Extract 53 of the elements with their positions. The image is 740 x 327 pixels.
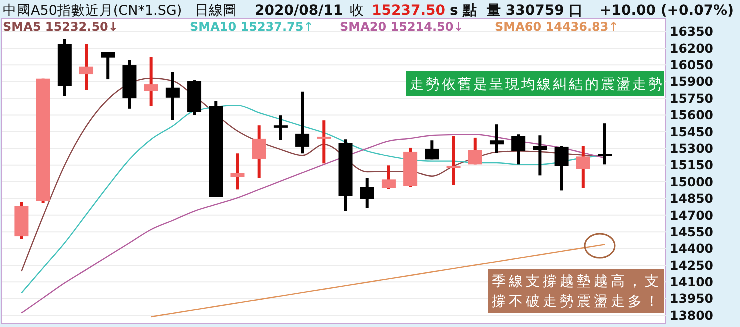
candlestick xyxy=(490,124,504,153)
candlestick xyxy=(80,44,94,90)
text: SMA10 15237.75↑ xyxy=(190,20,314,34)
candlestick xyxy=(468,138,482,165)
y-tick-label: 15600 xyxy=(670,108,714,123)
candlestick xyxy=(317,120,332,164)
annotation: s 點 xyxy=(450,3,478,19)
annotation: 收 xyxy=(350,3,364,19)
candlestick xyxy=(425,140,440,160)
candlestick xyxy=(554,146,569,191)
y-tick-label: 15450 xyxy=(670,124,714,140)
annotation: 季線支撐越墊越高，支撐不破走勢震盪走多！ xyxy=(492,274,662,310)
candlestick xyxy=(296,92,310,154)
y-tick-label: 13800 xyxy=(670,308,714,323)
y-tick-label: 14100 xyxy=(670,274,714,290)
y-tick-label: 15300 xyxy=(670,141,714,156)
candlestick xyxy=(360,178,374,208)
candlestick xyxy=(101,52,116,80)
annotation: 走勢依舊是呈現均線糾結的震盪走勢 xyxy=(410,77,664,93)
y-tick-label: 14250 xyxy=(670,258,714,273)
candlestick xyxy=(230,154,245,190)
candlestick xyxy=(598,124,612,165)
y-tick-label: 14400 xyxy=(670,241,714,256)
candlestick xyxy=(446,136,461,186)
y-tick-label: 15900 xyxy=(670,74,714,90)
text: SMA60 14436.83↑ xyxy=(495,20,619,34)
candlestick xyxy=(274,116,288,140)
candlestick xyxy=(512,134,526,165)
y-tick-label: 15150 xyxy=(670,158,714,173)
y-tick-label: 14550 xyxy=(670,224,714,240)
y-tick-label: 16200 xyxy=(670,40,714,56)
annotation: 量 330759 口 xyxy=(486,3,584,19)
candlestick xyxy=(576,146,590,188)
y-tick-label: 15000 xyxy=(670,174,714,190)
y-tick-label: 15750 xyxy=(670,90,714,106)
annotation: 2020/08/11 xyxy=(255,3,344,19)
text: SMA5 15232.50↓ xyxy=(3,20,118,34)
annotation: 日線圖 xyxy=(195,3,237,19)
chart-title: 中國A50指數近月(CN*1.SG) xyxy=(3,3,182,19)
y-tick-label: 14700 xyxy=(670,208,714,223)
y-tick-label: 13950 xyxy=(670,291,714,306)
candlestick xyxy=(144,57,158,106)
y-tick-label: 16050 xyxy=(670,58,714,73)
y-tick-label: 14850 xyxy=(670,191,714,206)
line-series xyxy=(21,134,606,314)
annotation: 15237.50 xyxy=(372,3,446,19)
candlestick xyxy=(382,166,396,190)
candlestick xyxy=(166,72,180,120)
candlestick xyxy=(252,126,266,178)
text: SMA20 15214.50↓ xyxy=(340,20,464,34)
candlestick xyxy=(533,136,548,176)
y-tick-label: 16350 xyxy=(670,24,714,40)
annotation: +10.00 (+0.07%) xyxy=(600,3,734,19)
